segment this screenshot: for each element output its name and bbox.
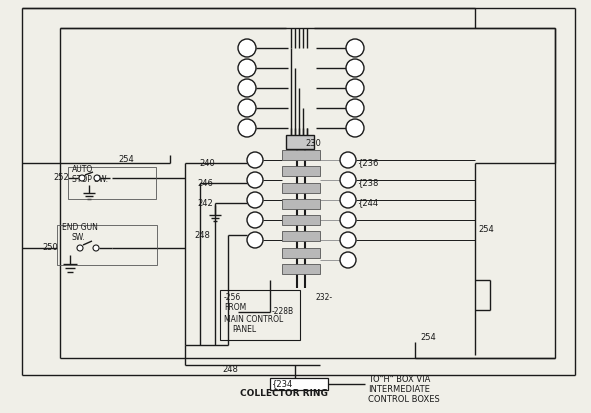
Bar	[282, 215, 320, 225]
Circle shape	[346, 39, 364, 57]
Circle shape	[94, 175, 100, 181]
Circle shape	[340, 152, 356, 168]
Bar	[286, 135, 314, 149]
Text: 250: 250	[42, 244, 58, 252]
Bar	[282, 231, 320, 241]
Text: {238: {238	[358, 178, 379, 188]
Text: 246: 246	[197, 178, 213, 188]
Text: TO"H" BOX VIA: TO"H" BOX VIA	[368, 375, 430, 384]
Text: SW.: SW.	[72, 233, 86, 242]
Circle shape	[340, 212, 356, 228]
Circle shape	[340, 192, 356, 208]
Bar	[282, 150, 320, 160]
Circle shape	[247, 192, 263, 208]
Text: 232-: 232-	[315, 294, 332, 302]
Text: AUTO: AUTO	[72, 166, 93, 175]
Text: -256: -256	[224, 294, 241, 302]
Text: END GUN: END GUN	[62, 223, 98, 233]
Bar	[282, 199, 320, 209]
Text: 230: 230	[305, 140, 321, 149]
Text: 240: 240	[199, 159, 215, 168]
Bar	[282, 183, 320, 192]
Text: FROM: FROM	[224, 304, 246, 313]
Circle shape	[77, 245, 83, 251]
Text: {234: {234	[272, 380, 293, 389]
Circle shape	[93, 245, 99, 251]
Circle shape	[340, 232, 356, 248]
Circle shape	[79, 175, 85, 181]
Bar	[57, 225, 157, 265]
Circle shape	[346, 79, 364, 97]
Text: INTERMEDIATE: INTERMEDIATE	[368, 385, 430, 394]
Circle shape	[346, 59, 364, 77]
Bar	[270, 378, 328, 390]
Text: MAIN CONTROL: MAIN CONTROL	[224, 316, 283, 325]
Circle shape	[238, 119, 256, 137]
Bar	[68, 167, 156, 199]
Text: 254: 254	[478, 225, 493, 235]
Text: 254: 254	[420, 334, 436, 342]
Text: 248: 248	[222, 366, 238, 375]
Text: {236: {236	[358, 159, 379, 168]
Circle shape	[238, 59, 256, 77]
Text: 242: 242	[197, 199, 213, 207]
Circle shape	[247, 172, 263, 188]
Text: 252: 252	[53, 173, 69, 183]
Circle shape	[346, 99, 364, 117]
Circle shape	[247, 212, 263, 228]
Bar	[282, 247, 320, 257]
Circle shape	[238, 99, 256, 117]
Circle shape	[247, 152, 263, 168]
Bar	[282, 264, 320, 274]
Circle shape	[340, 172, 356, 188]
Bar	[220, 290, 300, 340]
Circle shape	[238, 79, 256, 97]
Text: -228B: -228B	[272, 308, 294, 316]
Circle shape	[247, 232, 263, 248]
Text: STOP SW.: STOP SW.	[72, 176, 108, 185]
Text: 254: 254	[118, 156, 134, 164]
Circle shape	[340, 252, 356, 268]
Circle shape	[238, 39, 256, 57]
Text: CONTROL BOXES: CONTROL BOXES	[368, 394, 440, 404]
Text: PANEL: PANEL	[232, 325, 256, 335]
Text: 248: 248	[194, 230, 210, 240]
Circle shape	[346, 119, 364, 137]
Text: COLLECTOR RING: COLLECTOR RING	[240, 389, 328, 399]
Text: {244: {244	[358, 199, 379, 207]
Bar	[282, 166, 320, 176]
